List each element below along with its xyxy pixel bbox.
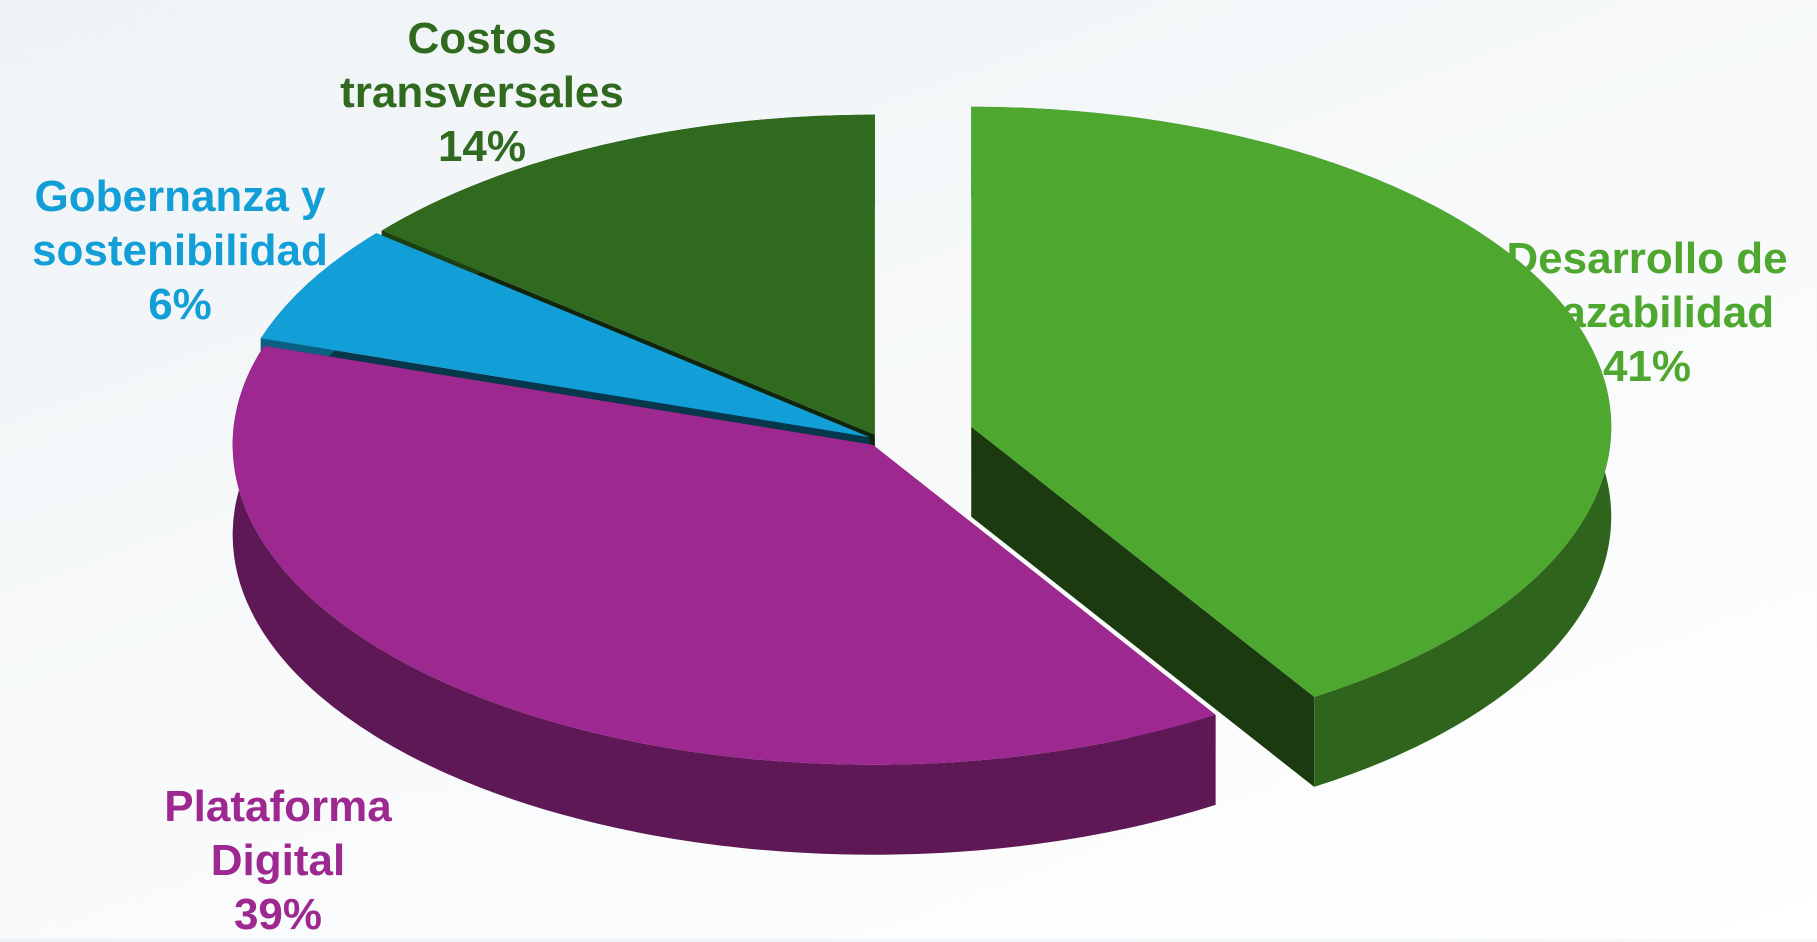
slice-tops bbox=[232, 106, 1612, 765]
slice bbox=[260, 233, 870, 438]
slice-side bbox=[971, 426, 1315, 787]
slice bbox=[381, 114, 875, 435]
slice-label: Desarrollo de Trazabilidad 41% bbox=[1477, 232, 1817, 394]
category-name: Gobernanza y sostenibilidad bbox=[32, 172, 328, 275]
category-name: Plataforma Digital bbox=[164, 782, 392, 885]
slice bbox=[232, 345, 1216, 765]
slice-wall bbox=[232, 345, 1216, 855]
value-label: 14% bbox=[437, 122, 527, 171]
slice-label: Costos transversales 14% bbox=[302, 12, 662, 174]
slice bbox=[971, 106, 1612, 697]
category-name: Costos transversales bbox=[340, 14, 624, 117]
value-label: 41% bbox=[1602, 342, 1692, 391]
category-name: Desarrollo de Trazabilidad bbox=[1506, 234, 1788, 337]
slice-label: Gobernanza y sostenibilidad 6% bbox=[0, 170, 360, 332]
value-label: 6% bbox=[148, 280, 212, 329]
slice-label: Plataforma Digital 39% bbox=[108, 780, 448, 942]
value-label: 39% bbox=[233, 890, 323, 939]
